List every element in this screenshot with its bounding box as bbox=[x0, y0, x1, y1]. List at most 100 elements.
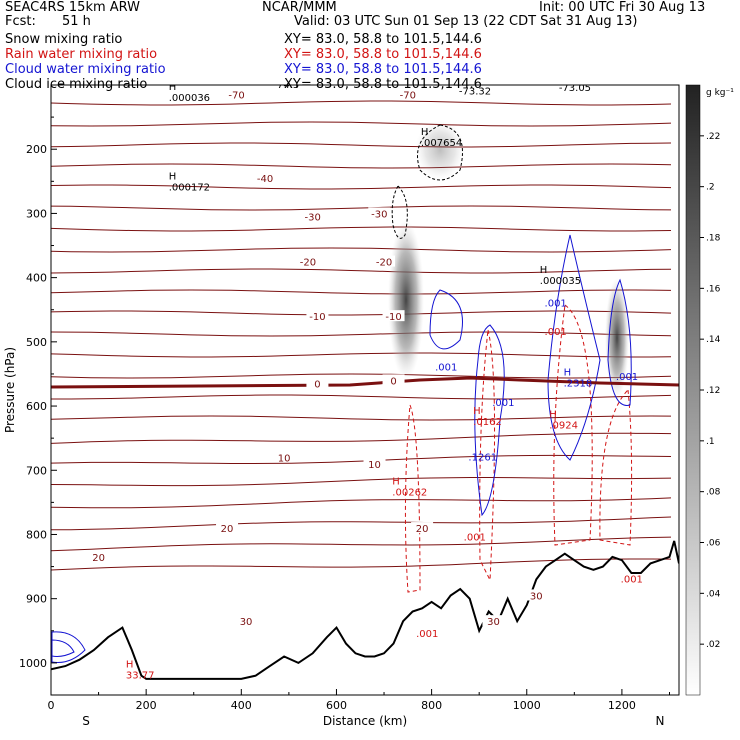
temperature-contour bbox=[51, 121, 672, 127]
legend-cloud-water-xy: XY= 83.0, 58.8 to 101.5,144.6 bbox=[284, 62, 482, 77]
temperature-label: -30 bbox=[304, 213, 320, 224]
cloud-water-low-inner bbox=[51, 639, 75, 657]
x-axis-label: Distance (km) bbox=[323, 714, 407, 728]
colorbar-unit: g kg⁻¹ bbox=[706, 88, 734, 98]
temperature-label-bg bbox=[363, 457, 386, 469]
x-tick-label: 800 bbox=[421, 699, 442, 712]
temperature-contour bbox=[51, 142, 672, 148]
temperature-label: 30 bbox=[530, 591, 543, 602]
extrema-mark: H bbox=[169, 82, 177, 93]
colorbar-tick-label: .12 bbox=[706, 386, 720, 396]
legend-snow-name: Snow mixing ratio bbox=[5, 32, 123, 47]
temperature-label-bg bbox=[306, 310, 329, 322]
temperature-label: 0 bbox=[390, 376, 396, 387]
temperature-contours bbox=[51, 100, 672, 571]
cloud-water-low bbox=[51, 631, 86, 663]
direction-north: N bbox=[656, 714, 665, 728]
colorbar-ramp bbox=[685, 84, 701, 696]
temperature-contour bbox=[51, 352, 672, 358]
snow-ice-shading bbox=[388, 120, 629, 398]
extrema-value: -73.32 bbox=[459, 86, 491, 97]
rain-contour-b bbox=[479, 329, 496, 582]
temperature-label-bg bbox=[301, 210, 324, 222]
y-tick-label: 900 bbox=[26, 593, 47, 606]
cloud-water-contour-c bbox=[547, 234, 601, 461]
temperature-label: -70 bbox=[400, 91, 416, 102]
forecast-label: Fcst: bbox=[5, 14, 36, 29]
extrema-value: -73.05 bbox=[559, 83, 591, 94]
colorbar-tick-label: .22 bbox=[706, 132, 720, 142]
colorbar-tick-label: .08 bbox=[706, 488, 721, 498]
extrema-value: .0162 bbox=[473, 417, 502, 428]
temperature-contour bbox=[51, 205, 672, 211]
ice-shade-right bbox=[605, 278, 629, 398]
temperature-contour bbox=[51, 497, 672, 509]
temperature-label: 10 bbox=[368, 460, 381, 471]
temperature-label-bg bbox=[273, 451, 296, 463]
temperature-contour bbox=[51, 394, 672, 400]
temperature-label-bg bbox=[368, 207, 391, 219]
y-axis-label: Pressure (hPa) bbox=[3, 347, 17, 433]
temperature-contour bbox=[51, 331, 672, 337]
cloud-water-contour-d bbox=[607, 278, 632, 406]
colorbar-tick-label: .14 bbox=[706, 335, 721, 345]
legend-snow-xy: XY= 83.0, 58.8 to 101.5,144.6 bbox=[284, 32, 482, 47]
y-tick-label: 1000 bbox=[19, 657, 47, 670]
temperature-label-bg bbox=[216, 522, 239, 534]
plot-frame bbox=[50, 84, 680, 696]
temperature-label: -70 bbox=[228, 91, 244, 102]
colorbar-tick-label: .02 bbox=[706, 640, 720, 650]
extrema-mark: H bbox=[169, 172, 177, 183]
temperature-labels: -70 -70 -40 -30 -30 -20 -20 -10 -10 0 0 10 10 20 20 20 3… bbox=[87, 88, 548, 628]
x-tick-label: 0 bbox=[48, 699, 55, 712]
temperature-contour bbox=[51, 516, 672, 531]
legend-rain-name: Rain water mixing ratio bbox=[5, 47, 158, 62]
temperature-label-bg bbox=[87, 550, 110, 562]
extrema-value: .001 bbox=[621, 574, 643, 585]
x-tick-label: 400 bbox=[231, 699, 252, 712]
colorbar-tick-label: .2 bbox=[706, 183, 715, 193]
temperature-label-bg bbox=[306, 377, 329, 389]
extrema-mark: H bbox=[126, 660, 134, 671]
extrema-mark: H bbox=[564, 368, 572, 379]
y-tick-label: 800 bbox=[26, 528, 47, 541]
extrema-labels: H.000036-74.5-73.32 -73.05H.007654H.00017… bbox=[126, 82, 643, 682]
extrema-value: .001 bbox=[416, 629, 438, 640]
legend-rain-xy: XY= 83.0, 58.8 to 101.5,144.6 bbox=[284, 47, 482, 62]
temperature-label-bg bbox=[525, 589, 548, 601]
extrema-value: .001 bbox=[435, 363, 457, 374]
extrema-value: .1261 bbox=[468, 452, 497, 463]
extrema-mark: H bbox=[549, 409, 557, 420]
temperature-contour bbox=[51, 432, 672, 444]
extrema-value: .0924 bbox=[549, 420, 578, 431]
temperature-label: -20 bbox=[376, 258, 392, 269]
terrain-profile bbox=[51, 540, 679, 680]
cloud-ice-contour-left bbox=[391, 185, 408, 239]
temperature-label: -40 bbox=[257, 174, 273, 185]
temperature-contour bbox=[51, 226, 672, 232]
y-axis: 200 300 400 500 600 700 800 900 1000 bbox=[19, 116, 57, 696]
temperature-contour bbox=[51, 310, 672, 316]
temperature-label: 20 bbox=[221, 524, 234, 535]
temperature-label: 30 bbox=[240, 617, 253, 628]
temperature-label-bg bbox=[254, 172, 277, 184]
temperature-contour bbox=[51, 268, 672, 274]
direction-south: S bbox=[82, 714, 90, 728]
temperature-contour bbox=[51, 477, 672, 487]
temperature-label-bg bbox=[225, 88, 248, 100]
colorbar-tick-label: .1 bbox=[706, 437, 715, 447]
model-title: SEAC4RS 15km ARW bbox=[5, 0, 141, 15]
extrema-value: .000035 bbox=[540, 276, 581, 287]
temperature-label-bg bbox=[296, 255, 319, 267]
colorbar-tick-label: .04 bbox=[706, 589, 721, 599]
rain-contour-d bbox=[599, 388, 633, 546]
ice-shade-core bbox=[388, 220, 424, 380]
extrema-value: .000036 bbox=[169, 93, 210, 104]
temperature-contour bbox=[51, 100, 672, 106]
temperature-label: 10 bbox=[278, 453, 291, 464]
x-tick-label: 1200 bbox=[608, 699, 636, 712]
x-tick-label: 200 bbox=[136, 699, 157, 712]
extrema-value: .000172 bbox=[169, 183, 210, 194]
temperature-contour bbox=[51, 163, 672, 169]
